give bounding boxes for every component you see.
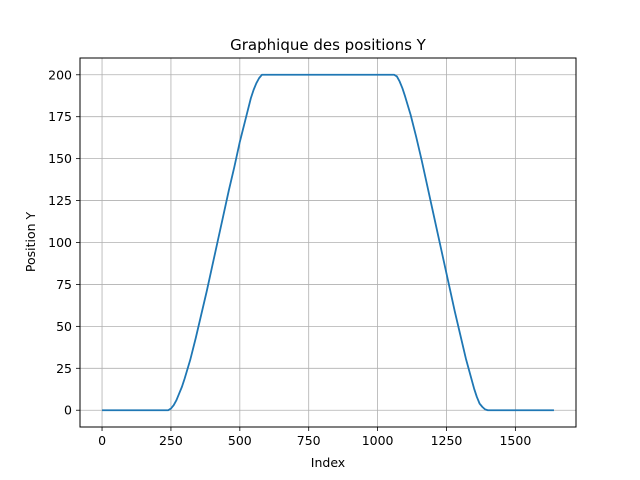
y-tick-label: 175 (48, 109, 72, 124)
x-tick-label: 0 (98, 433, 106, 448)
x-tick-label: 1500 (499, 433, 531, 448)
series-line (102, 73, 554, 412)
y-tick-label: 0 (64, 403, 72, 418)
x-axis-label: Index (311, 455, 345, 470)
ticks: 0 250 500 750 1000 1250 1500 0 25 50 75 100 125 150 17… (48, 67, 531, 448)
y-tick-label: 150 (48, 151, 72, 166)
x-tick-label: 1250 (431, 433, 463, 448)
y-tick-label: 50 (56, 319, 72, 334)
y-tick-label: 100 (48, 235, 72, 250)
x-tick-label: 250 (159, 433, 183, 448)
y-tick-label: 75 (56, 277, 72, 292)
y-tick-label: 25 (56, 361, 72, 376)
x-tick-label: 1000 (362, 433, 394, 448)
x-tick-label: 500 (228, 433, 252, 448)
y-axis-label: Position Y (23, 211, 38, 272)
grid (80, 58, 576, 427)
series-layer (102, 73, 554, 412)
x-tick-label: 750 (297, 433, 321, 448)
y-tick-label: 200 (48, 67, 72, 82)
chart-title: Graphique des positions Y (230, 36, 427, 54)
y-tick-label: 125 (48, 193, 72, 208)
